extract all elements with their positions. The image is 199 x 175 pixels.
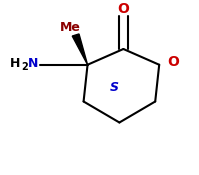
Text: S: S	[110, 81, 119, 94]
Text: O: O	[167, 55, 179, 69]
Text: O: O	[117, 2, 129, 16]
Polygon shape	[72, 34, 88, 65]
Text: Me: Me	[60, 21, 81, 34]
Text: N: N	[28, 57, 38, 70]
Text: 2: 2	[21, 62, 28, 72]
Text: H: H	[10, 57, 20, 70]
